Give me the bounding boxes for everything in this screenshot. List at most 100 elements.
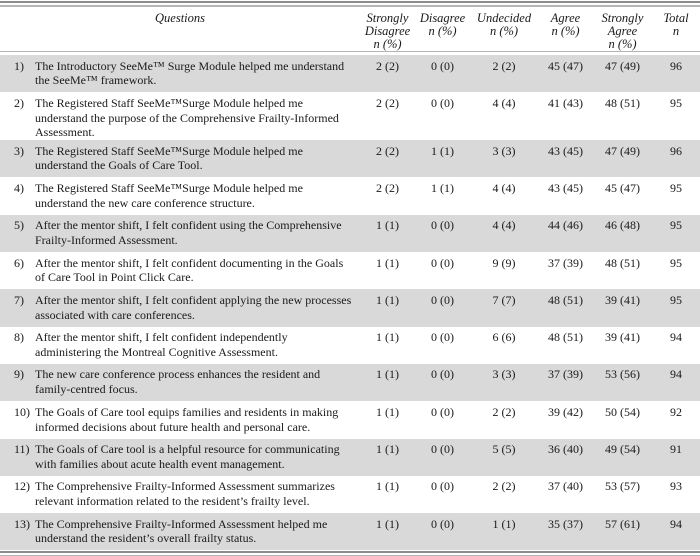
question-number: 9) (14, 367, 24, 382)
undecided-value: 4 (4) (492, 95, 516, 110)
column-header-sublabel: n (%) (608, 37, 637, 51)
agree-value: 35 (37) (548, 516, 583, 531)
question-text: The Comprehensive Frailty-Informed Asses… (35, 516, 328, 546)
strongly-agree-value: 39 (41) (605, 330, 640, 345)
column-header-total: Total n (652, 7, 700, 51)
undecided-value: 4 (4) (492, 218, 516, 233)
question-cell: 13) The Comprehensive Frailty-Informed A… (0, 513, 360, 550)
strongly-disagree-value: 1 (1) (376, 218, 399, 233)
strongly-agree-value: 48 (51) (605, 95, 640, 110)
question-text: The Introductory SeeMe™ Surge Module hel… (35, 58, 345, 88)
question-number: 11) (14, 442, 30, 457)
question-text: The Goals of Care tool equips families a… (35, 404, 339, 434)
question-text: After the mentor shift, I felt confident… (35, 255, 344, 285)
question-cell: 4) The Registered Staff SeeMe™Surge Modu… (0, 177, 360, 214)
agree-value: 45 (47) (548, 58, 583, 73)
column-header-label: Undecided (476, 11, 532, 25)
strongly-disagree-value: 1 (1) (376, 479, 399, 494)
table-header-row: Questions Strongly Disagree n (%) Disagr… (0, 7, 700, 51)
question-number: 7) (14, 292, 24, 307)
table-row: 6) After the mentor shift, I felt confid… (0, 252, 700, 289)
total-value: 95 (670, 180, 682, 195)
undecided-value: 5 (5) (492, 442, 516, 457)
disagree-value: 0 (0) (431, 255, 454, 270)
table-top-rule (0, 1, 700, 7)
table-row: 4) The Registered Staff SeeMe™Surge Modu… (0, 177, 700, 214)
question-cell: 7) After the mentor shift, I felt confid… (0, 289, 360, 326)
question-text: The Goals of Care tool is a helpful reso… (35, 442, 340, 471)
strongly-agree-value: 45 (47) (605, 180, 640, 195)
strongly-disagree-value: 1 (1) (376, 404, 399, 419)
strongly-disagree-value: 1 (1) (376, 292, 399, 307)
question-number: 8) (14, 330, 24, 345)
agree-value: 48 (51) (548, 292, 583, 307)
question-number: 3) (14, 143, 24, 158)
total-value: 96 (670, 58, 682, 73)
table-row: 9) The new care conference process enhan… (0, 363, 700, 402)
strongly-agree-value: 49 (54) (605, 442, 640, 457)
column-header-label: Questions (155, 11, 205, 25)
strongly-agree-value: 39 (41) (605, 292, 640, 307)
undecided-value: 2 (2) (492, 404, 516, 419)
table-row: 8) After the mentor shift, I felt confid… (0, 327, 700, 364)
question-text: The new care conference process enhances… (35, 367, 321, 397)
agree-value: 44 (46) (548, 218, 583, 233)
undecided-value: 6 (6) (492, 330, 516, 345)
undecided-value: 9 (9) (492, 255, 516, 270)
column-header-disagree: Disagree n (%) (415, 7, 470, 51)
question-text: The Registered Staff SeeMe™Surge Module … (35, 143, 303, 173)
column-header-label: Strongly Disagree (364, 11, 411, 38)
question-cell: 9) The new care conference process enhan… (0, 364, 360, 401)
table-body: 1) The Introductory SeeMe™ Surge Module … (0, 55, 700, 551)
disagree-value: 0 (0) (431, 58, 454, 73)
undecided-value: 4 (4) (492, 180, 516, 195)
total-value: 95 (670, 292, 682, 307)
total-value: 93 (670, 479, 682, 494)
strongly-agree-value: 53 (57) (605, 479, 640, 494)
strongly-agree-value: 47 (49) (605, 58, 640, 73)
undecided-value: 7 (7) (492, 292, 516, 307)
strongly-disagree-value: 1 (1) (376, 255, 399, 270)
question-cell: 3) The Registered Staff SeeMe™Surge Modu… (0, 140, 360, 177)
undecided-value: 3 (3) (492, 143, 516, 158)
strongly-disagree-value: 2 (2) (376, 143, 399, 158)
question-number: 10) (14, 404, 30, 419)
question-number: 1) (14, 58, 24, 73)
question-text: The Comprehensive Frailty-Informed Asses… (35, 479, 335, 509)
strongly-agree-value: 50 (54) (605, 404, 640, 419)
column-header-label: Agree (550, 11, 581, 25)
question-cell: 10) The Goals of Care tool equips famili… (0, 401, 360, 438)
total-value: 91 (670, 442, 682, 457)
table-row: 2) The Registered Staff SeeMe™Surge Modu… (0, 92, 700, 140)
agree-value: 39 (42) (548, 404, 583, 419)
column-header-sublabel: n (672, 24, 680, 38)
question-text: The Registered Staff SeeMe™Surge Module … (35, 95, 339, 140)
disagree-value: 0 (0) (431, 292, 454, 307)
table-row: 12) The Comprehensive Frailty-Informed A… (0, 476, 700, 513)
undecided-value: 2 (2) (492, 58, 516, 73)
strongly-agree-value: 46 (48) (605, 218, 640, 233)
agree-value: 37 (39) (548, 367, 583, 382)
question-text: After the mentor shift, I felt confident… (35, 330, 288, 359)
agree-value: 37 (39) (548, 255, 583, 270)
disagree-value: 1 (1) (431, 143, 454, 158)
agree-value: 36 (40) (548, 442, 583, 457)
strongly-disagree-value: 1 (1) (376, 442, 399, 457)
total-value: 95 (670, 218, 682, 233)
column-header-label: Disagree (419, 11, 466, 25)
agree-value: 37 (40) (548, 479, 583, 494)
disagree-value: 1 (1) (431, 180, 454, 195)
question-cell: 8) After the mentor shift, I felt confid… (0, 327, 360, 364)
column-header-agree: Agree n (%) (538, 7, 593, 51)
disagree-value: 0 (0) (431, 330, 454, 345)
question-number: 13) (14, 516, 30, 531)
column-header-sublabel: n (%) (373, 37, 402, 51)
strongly-agree-value: 48 (51) (605, 255, 640, 270)
disagree-value: 0 (0) (431, 442, 454, 457)
column-header-undecided: Undecided n (%) (470, 7, 538, 51)
total-value: 94 (670, 367, 682, 382)
agree-value: 48 (51) (548, 330, 583, 345)
strongly-disagree-value: 2 (2) (376, 95, 399, 110)
table-row: 10) The Goals of Care tool equips famili… (0, 401, 700, 438)
question-text: The Registered Staff SeeMe™Surge Module … (35, 180, 303, 210)
